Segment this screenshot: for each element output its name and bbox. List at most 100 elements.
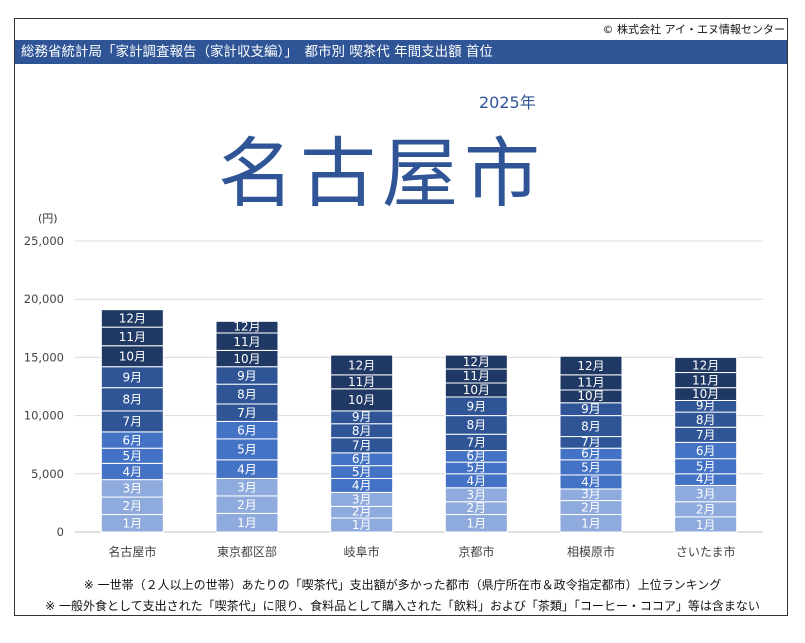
- y-tick-label: 15,000: [24, 350, 64, 364]
- year-label: 2025年: [479, 93, 536, 112]
- segment-label: 10月: [119, 350, 146, 364]
- segment-label: 10月: [463, 383, 490, 397]
- segment-label: 9月: [467, 400, 487, 414]
- bar-segment: [674, 356, 738, 374]
- segment-label: 9月: [123, 371, 143, 385]
- segment-label: 12月: [692, 358, 719, 372]
- segment-label: 1月: [581, 517, 601, 531]
- segment-label: 2月: [237, 498, 257, 512]
- segment-label: 11月: [119, 330, 146, 344]
- segment-label: 6月: [352, 452, 372, 466]
- segment-label: 6月: [467, 449, 487, 463]
- segment-label: 8月: [237, 387, 257, 401]
- segment-label: 12月: [119, 312, 146, 326]
- category-label: 名古屋市: [108, 544, 156, 559]
- segment-label: 11月: [233, 335, 260, 349]
- segment-label: 12月: [348, 358, 375, 372]
- segment-label: 7月: [581, 435, 601, 449]
- title-banner: 総務省統計局「家計調査報告（家計収支編）」 都市別 喫茶代 年間支出額 首位: [15, 40, 787, 64]
- segment-label: 3月: [237, 481, 257, 495]
- segment-label: 2月: [696, 503, 716, 517]
- y-axis-ticks: 0 5,000 10,000 15,000 20,000 25,000: [24, 234, 64, 539]
- y-axis-unit: (円): [38, 212, 58, 225]
- segment-label: 3月: [123, 482, 143, 496]
- segment-label: 2月: [123, 499, 143, 513]
- segment-label: 5月: [467, 460, 487, 474]
- segment-label: 2月: [467, 501, 487, 515]
- segment-label: 3月: [352, 493, 372, 507]
- bars: 1月2月3月4月5月6月7月8月9月10月11月12月1月2月3月4月5月6月7…: [100, 309, 738, 533]
- category-label: 東京都区部: [217, 544, 277, 559]
- category-label: さいたま市: [676, 544, 736, 559]
- segment-label: 10月: [233, 352, 260, 366]
- y-tick-label: 10,000: [24, 409, 64, 423]
- segment-label: 8月: [123, 393, 143, 407]
- y-tick-label: 5,000: [31, 467, 64, 481]
- segment-label: 9月: [237, 369, 257, 383]
- bar-segment: [215, 320, 279, 334]
- segment-label: 7月: [696, 428, 716, 442]
- segment-label: 2月: [581, 501, 601, 515]
- y-tick-label: 20,000: [24, 292, 64, 306]
- footnote-2: ※ 一般外食として支出された「喫茶代」に限り、食料品として購入された「飲料」およ…: [45, 599, 760, 613]
- segment-label: 9月: [352, 410, 372, 424]
- top-city-heading: 名古屋市: [218, 129, 546, 218]
- copyright-text: © 株式会社 アイ・エヌ情報センター: [602, 23, 785, 36]
- segment-label: 1月: [467, 517, 487, 531]
- segment-label: 11月: [348, 375, 375, 389]
- segment-label: 3月: [696, 487, 716, 501]
- gridlines: [75, 240, 763, 533]
- segment-label: 8月: [467, 418, 487, 432]
- segment-label: 9月: [581, 402, 601, 416]
- segment-label: 6月: [696, 444, 716, 458]
- segment-label: 1月: [352, 518, 372, 532]
- footnote-1: ※ 一世帯（２人以上の世帯）あたりの「喫茶代」支出額が多かった都市（県庁所在市＆…: [83, 578, 722, 592]
- segment-label: 4月: [352, 479, 372, 493]
- category-label: 岐阜市: [344, 544, 380, 559]
- segment-label: 5月: [581, 461, 601, 475]
- x-axis-categories: 名古屋市 東京都区部 岐阜市 京都市 相模原市 さいたま市: [108, 544, 735, 559]
- segment-label: 8月: [352, 424, 372, 438]
- segment-label: 12月: [577, 359, 604, 373]
- segment-label: 7月: [123, 415, 143, 429]
- segment-label: 2月: [352, 505, 372, 519]
- category-label: 相模原市: [567, 544, 615, 559]
- y-tick-label: 0: [57, 525, 64, 539]
- segment-label: 4月: [237, 462, 257, 476]
- segment-label: 1月: [237, 516, 257, 530]
- chart-frame: [14, 18, 788, 616]
- segment-label: 9月: [696, 399, 716, 413]
- segment-label: 10月: [692, 387, 719, 401]
- segment-label: 1月: [696, 518, 716, 532]
- segment-label: 11月: [463, 369, 490, 383]
- bar-segment: [444, 354, 508, 370]
- segment-label: 12月: [233, 320, 260, 334]
- segment-label: 4月: [696, 472, 716, 486]
- segment-label: 12月: [463, 355, 490, 369]
- segment-label: 5月: [352, 465, 372, 479]
- segment-label: 8月: [581, 419, 601, 433]
- segment-label: 6月: [123, 433, 143, 447]
- category-label: 京都市: [458, 544, 494, 559]
- segment-label: 7月: [237, 406, 257, 420]
- segment-label: 4月: [581, 475, 601, 489]
- segment-label: 6月: [581, 446, 601, 460]
- segment-label: 11月: [692, 373, 719, 387]
- segment-label: 3月: [581, 487, 601, 501]
- bar-segment: [100, 309, 164, 328]
- segment-label: 1月: [123, 517, 143, 531]
- segment-label: 10月: [577, 389, 604, 403]
- segment-label: 7月: [352, 439, 372, 453]
- segment-label: 8月: [696, 413, 716, 427]
- segment-label: 7月: [467, 436, 487, 450]
- segment-label: 11月: [577, 376, 604, 390]
- segment-label: 5月: [237, 443, 257, 457]
- bar-segment: [559, 355, 623, 376]
- segment-label: 4月: [467, 474, 487, 488]
- segment-label: 4月: [123, 465, 143, 479]
- segment-label: 6月: [237, 423, 257, 437]
- segment-label: 3月: [467, 488, 487, 502]
- y-tick-label: 25,000: [24, 234, 64, 248]
- segment-label: 5月: [696, 460, 716, 474]
